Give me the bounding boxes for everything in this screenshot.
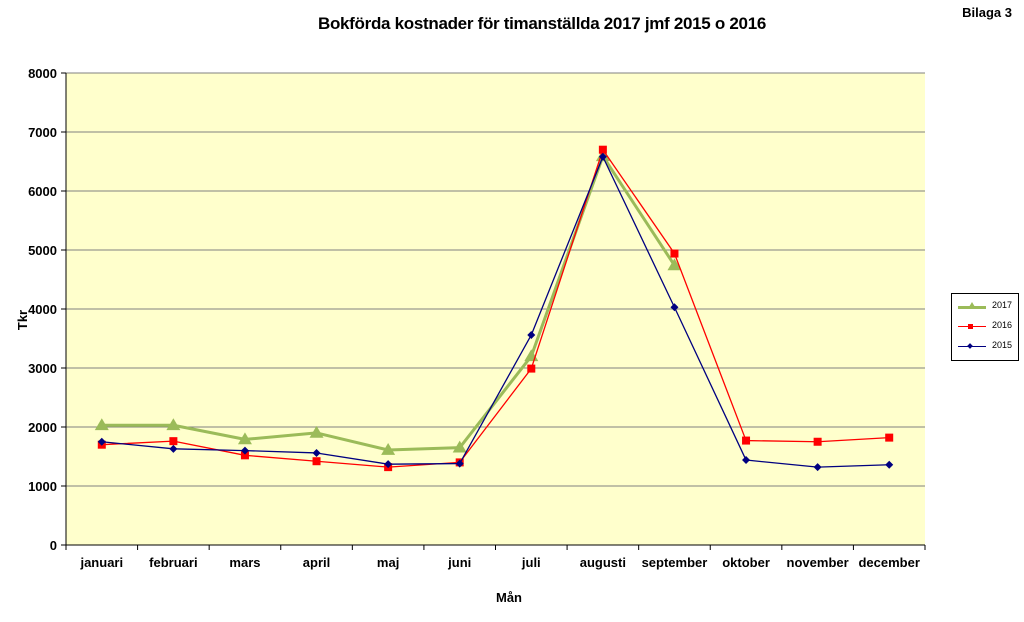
data-point: [312, 457, 321, 466]
y-tick-label: 7000: [28, 125, 57, 140]
data-point: [237, 432, 252, 445]
data-point: [527, 364, 536, 373]
data-point: [166, 418, 181, 431]
data-point: [452, 440, 467, 453]
legend-item-2015: 2015: [956, 339, 1018, 353]
x-tick-label: juni: [447, 555, 471, 570]
legend-item-2016: 2016: [956, 319, 1018, 333]
series-line-2016: [101, 149, 890, 468]
data-point: [885, 460, 894, 469]
y-tick-label: 0: [50, 538, 57, 553]
data-point: [742, 436, 751, 445]
data-point: [598, 145, 607, 154]
data-point: [381, 443, 396, 455]
data-point: [97, 437, 106, 446]
y-tick-label: 8000: [28, 66, 57, 81]
x-tick-label: maj: [377, 555, 399, 570]
y-tick-label: 3000: [28, 361, 57, 376]
data-point: [312, 448, 321, 457]
y-tick-label: 4000: [28, 302, 57, 317]
x-tick-label: april: [303, 555, 330, 570]
data-point: [240, 451, 249, 460]
y-tick-label: 5000: [28, 243, 57, 258]
chart-legend: 2017 2016 2015: [951, 293, 1019, 361]
legend-marker: [967, 343, 973, 349]
data-point: [527, 330, 536, 339]
data-point: [667, 258, 682, 271]
legend-marker: [969, 302, 975, 307]
y-axis-label: Tkr: [15, 310, 30, 330]
y-tick-label: 6000: [28, 184, 57, 199]
data-point: [384, 460, 393, 469]
data-point: [455, 459, 464, 468]
data-point: [742, 456, 751, 465]
legend-label: 2015: [992, 340, 1013, 350]
x-tick-label: oktober: [722, 555, 770, 570]
series-line-2015: [101, 156, 890, 468]
x-axis-label: Mån: [496, 590, 522, 605]
data-point: [309, 425, 324, 438]
x-tick-label: januari: [79, 555, 123, 570]
data-point: [670, 303, 679, 312]
y-tick-label: 1000: [28, 479, 57, 494]
x-tick-label: augusti: [580, 555, 626, 570]
y-tick-label: 2000: [28, 420, 57, 435]
x-tick-label: september: [642, 555, 708, 570]
data-point: [813, 437, 822, 446]
data-point: [240, 446, 249, 455]
chart-title: Bokförda kostnader för timanställda 2017…: [317, 14, 767, 33]
data-point: [670, 249, 679, 258]
corner-label: Bilaga 3: [962, 5, 1012, 20]
x-tick-label: november: [787, 555, 849, 570]
legend-label: 2016: [992, 320, 1013, 330]
legend-item-2017: 2017: [956, 299, 1018, 313]
data-point: [885, 433, 894, 442]
x-tick-label: december: [858, 555, 919, 570]
data-point: [598, 152, 607, 161]
data-point: [94, 418, 109, 431]
data-point: [813, 463, 822, 472]
x-tick-label: februari: [149, 555, 197, 570]
legend-label: 2017: [992, 300, 1013, 310]
legend-swatch: [958, 306, 986, 309]
data-point: [169, 437, 178, 446]
x-tick-label: juli: [521, 555, 541, 570]
x-tick-label: mars: [229, 555, 260, 570]
legend-marker: [968, 324, 973, 329]
data-point: [169, 444, 178, 453]
